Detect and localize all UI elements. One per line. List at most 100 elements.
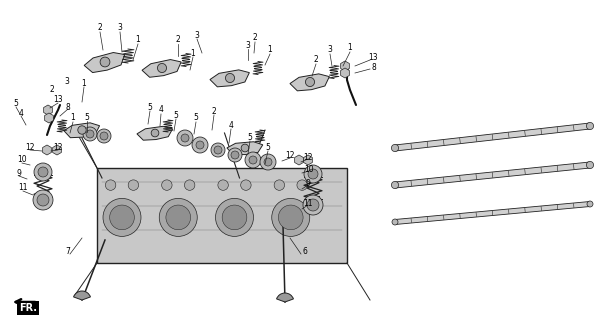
Text: 2: 2 [98, 23, 103, 33]
Circle shape [106, 180, 116, 190]
Circle shape [184, 180, 195, 190]
Text: 8: 8 [65, 102, 70, 111]
Polygon shape [290, 74, 329, 91]
Text: 1: 1 [191, 49, 196, 58]
Text: 1: 1 [268, 45, 272, 54]
Circle shape [100, 57, 110, 67]
Circle shape [226, 74, 235, 83]
Text: 4: 4 [19, 108, 23, 117]
Text: 12: 12 [303, 153, 313, 162]
Text: 10: 10 [17, 156, 27, 164]
Text: 5: 5 [14, 100, 19, 108]
Circle shape [166, 205, 191, 230]
Circle shape [241, 144, 249, 152]
Circle shape [307, 199, 319, 211]
Polygon shape [137, 126, 173, 140]
Circle shape [34, 163, 52, 181]
Text: 3: 3 [118, 23, 122, 33]
Polygon shape [210, 70, 250, 87]
Polygon shape [43, 145, 52, 155]
Circle shape [222, 205, 247, 230]
Text: 2: 2 [253, 34, 257, 43]
Circle shape [278, 205, 303, 230]
Circle shape [245, 152, 261, 168]
Circle shape [304, 165, 322, 183]
Circle shape [211, 143, 225, 157]
Text: 5: 5 [173, 110, 178, 119]
Text: FR.: FR. [19, 303, 37, 313]
Circle shape [586, 161, 593, 169]
Text: 4: 4 [229, 121, 233, 130]
Text: 5: 5 [85, 113, 89, 122]
Circle shape [86, 130, 94, 138]
Text: 1: 1 [71, 114, 76, 123]
Circle shape [272, 198, 310, 236]
Circle shape [215, 198, 254, 236]
Circle shape [249, 156, 257, 164]
Text: 13: 13 [368, 53, 378, 62]
Text: FR.: FR. [19, 303, 37, 313]
Circle shape [103, 198, 141, 236]
Text: 9: 9 [305, 179, 310, 188]
Text: 10: 10 [304, 164, 314, 173]
Polygon shape [84, 52, 125, 73]
Text: 1: 1 [82, 78, 86, 87]
Polygon shape [64, 123, 100, 138]
Circle shape [78, 126, 86, 134]
Text: 5: 5 [194, 114, 199, 123]
Polygon shape [395, 123, 590, 151]
Polygon shape [142, 60, 181, 77]
Circle shape [274, 180, 284, 190]
Circle shape [391, 144, 398, 152]
Text: 8: 8 [371, 62, 376, 71]
Polygon shape [227, 142, 263, 155]
Circle shape [161, 180, 172, 190]
Wedge shape [277, 293, 293, 302]
Text: 2: 2 [50, 85, 55, 94]
Circle shape [308, 169, 318, 179]
Circle shape [260, 154, 276, 170]
Circle shape [392, 219, 398, 225]
Text: 1: 1 [347, 44, 352, 52]
Polygon shape [304, 155, 313, 165]
Circle shape [391, 181, 398, 188]
Polygon shape [341, 68, 349, 78]
Circle shape [303, 195, 323, 215]
Circle shape [100, 132, 108, 140]
Polygon shape [53, 145, 61, 155]
Text: 12: 12 [25, 142, 35, 151]
Text: 5: 5 [148, 102, 152, 111]
Text: 3: 3 [245, 41, 250, 50]
Circle shape [218, 180, 229, 190]
Circle shape [196, 141, 204, 149]
Circle shape [177, 130, 193, 146]
Text: 2: 2 [314, 55, 319, 65]
Polygon shape [395, 162, 590, 188]
Circle shape [214, 146, 222, 154]
Text: 12: 12 [285, 151, 295, 161]
Circle shape [586, 122, 593, 130]
Circle shape [297, 180, 307, 190]
Circle shape [83, 127, 97, 141]
Circle shape [128, 180, 139, 190]
Circle shape [151, 129, 159, 137]
Polygon shape [341, 61, 349, 71]
Circle shape [110, 205, 134, 230]
Text: 11: 11 [18, 183, 28, 193]
Text: 11: 11 [303, 198, 313, 207]
Polygon shape [395, 202, 590, 225]
Text: 5: 5 [248, 132, 253, 141]
Circle shape [159, 198, 197, 236]
Text: 2: 2 [176, 36, 181, 44]
Text: 12: 12 [53, 142, 63, 151]
Circle shape [37, 194, 49, 206]
Text: 7: 7 [65, 247, 70, 257]
FancyBboxPatch shape [97, 168, 347, 263]
Circle shape [33, 190, 53, 210]
Circle shape [264, 158, 272, 166]
Circle shape [241, 180, 251, 190]
Text: 5: 5 [266, 142, 271, 151]
Circle shape [157, 63, 167, 73]
Text: 3: 3 [328, 45, 332, 54]
Circle shape [181, 134, 189, 142]
